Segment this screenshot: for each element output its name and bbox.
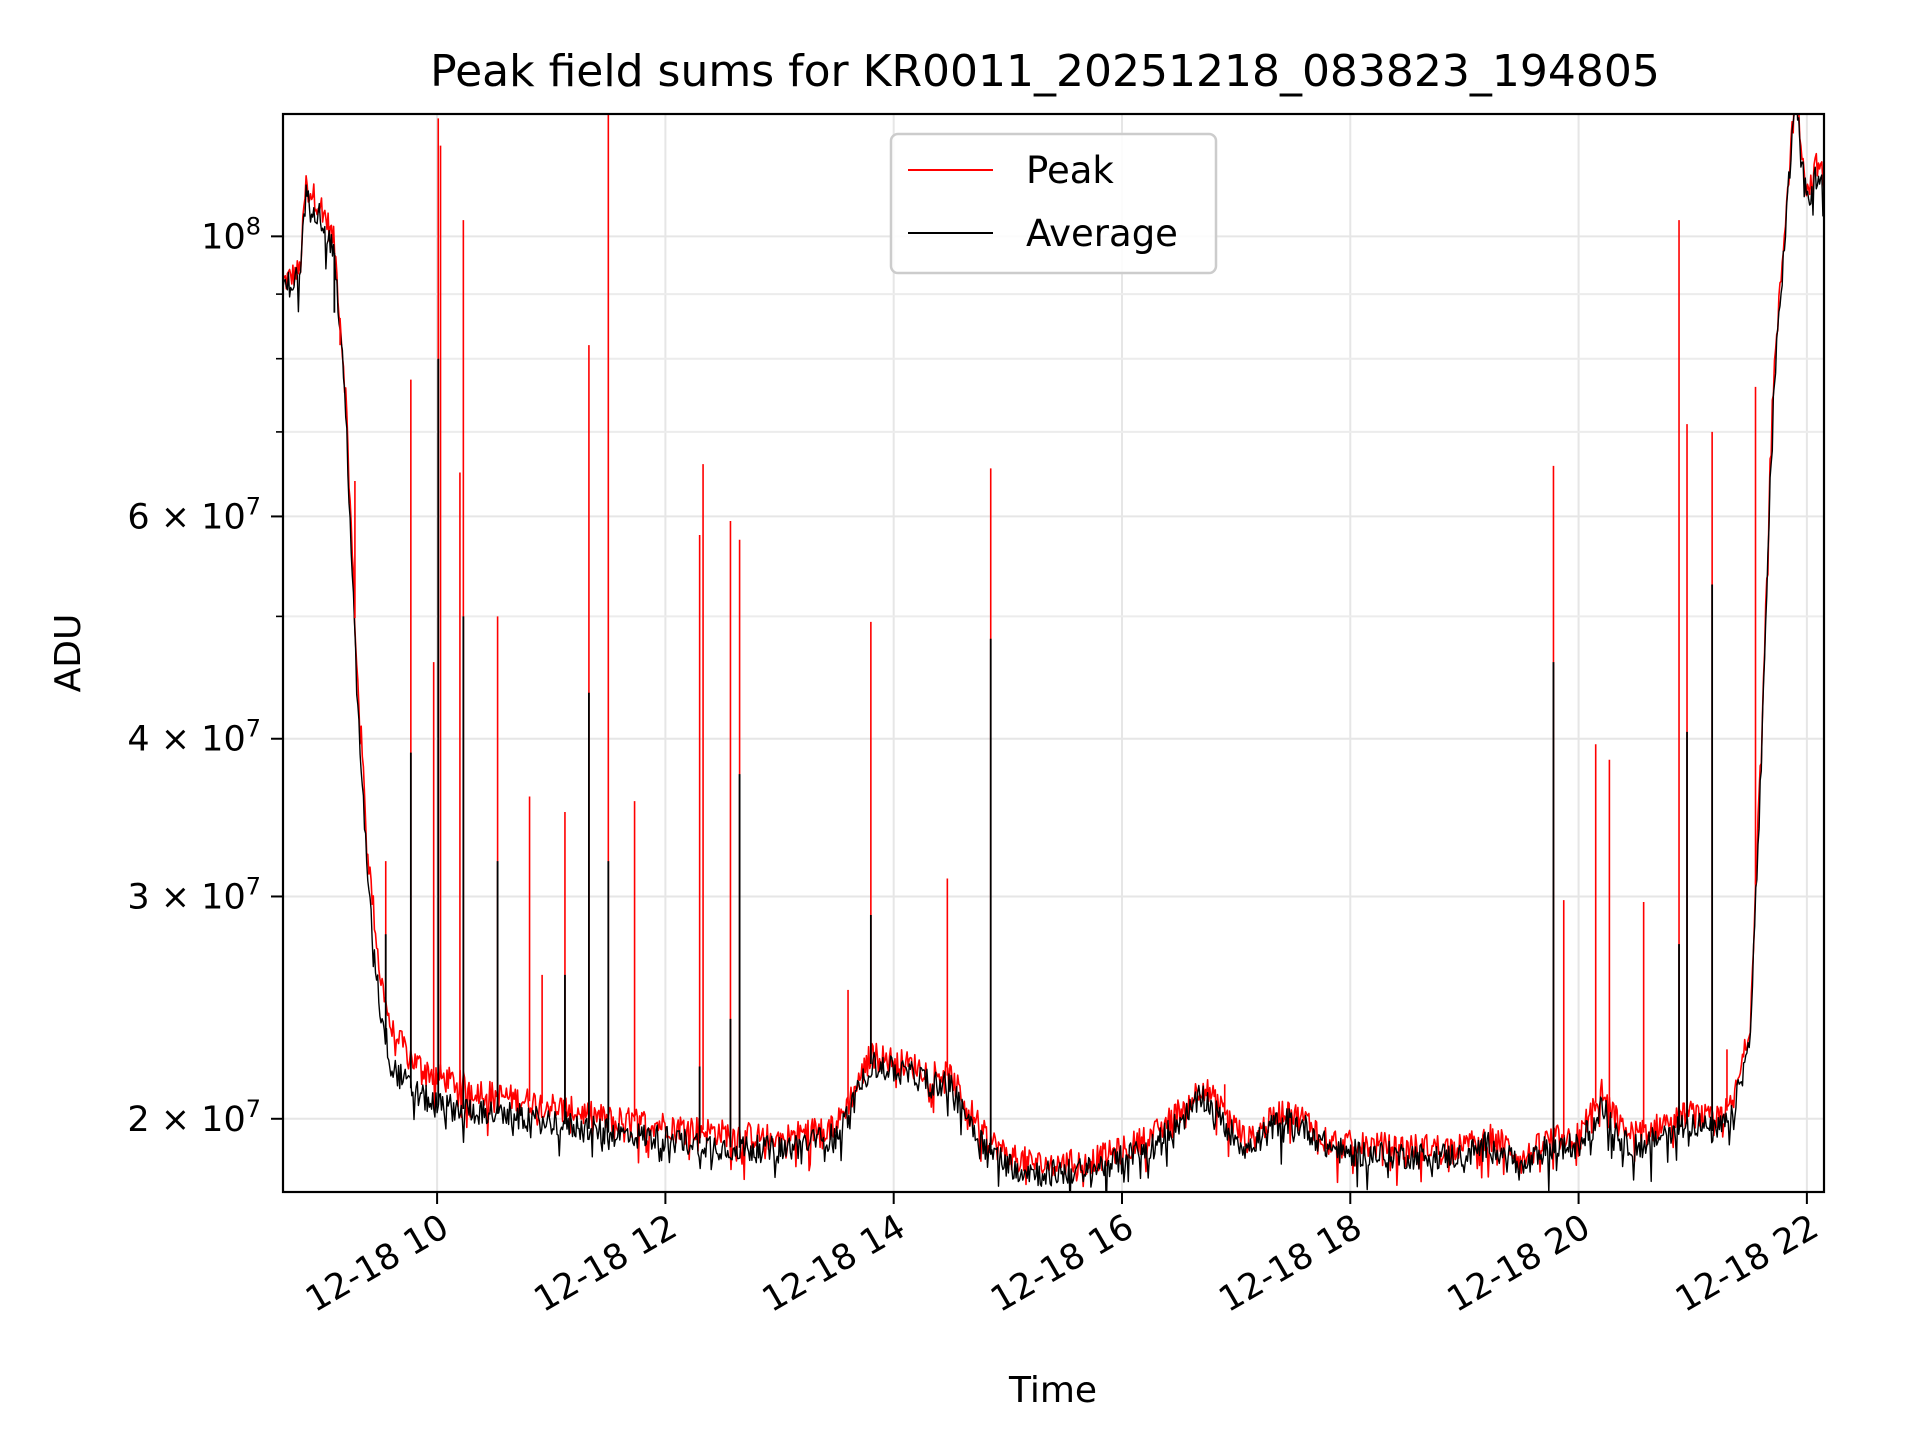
y-tick-label-base: 3 × 10 [127,877,245,917]
y-tick-label: 4 × 107 [127,715,261,760]
series-line-average [283,114,1824,1192]
plot-frame [281,112,1826,1194]
legend-box [889,132,1218,275]
y-tick-label-exponent: 7 [246,715,261,743]
x-axis-label: Time [1008,1370,1097,1411]
y-tick-label-exponent: 8 [246,212,261,240]
chart-title: Peak field sums for KR0011_20251218_0838… [430,46,1660,97]
grid [283,114,1824,1192]
y-tick-label-exponent: 7 [246,492,261,520]
y-axis-label: ADU [48,614,89,693]
legend-label-peak: Peak [1026,149,1114,192]
y-tick-label-base: 4 × 10 [127,720,245,760]
series-line-peak [283,114,1824,1188]
legend-label-average: Average [1026,212,1178,255]
y-tick-label: 2 × 107 [127,1095,261,1140]
legend: Peak Average [889,132,1218,275]
plot-area [283,114,1824,1192]
y-tick-label-exponent: 7 [246,1095,261,1123]
y-tick-label-base: 10 [201,217,246,257]
y-tick-label: 108 [201,212,261,257]
y-tick-label: 6 × 107 [127,492,261,537]
y-tick-label-exponent: 7 [246,872,261,900]
y-tick-label-base: 6 × 10 [127,497,245,537]
y-tick-label: 3 × 107 [127,872,261,917]
y-tick-label-base: 2 × 10 [127,1100,245,1140]
